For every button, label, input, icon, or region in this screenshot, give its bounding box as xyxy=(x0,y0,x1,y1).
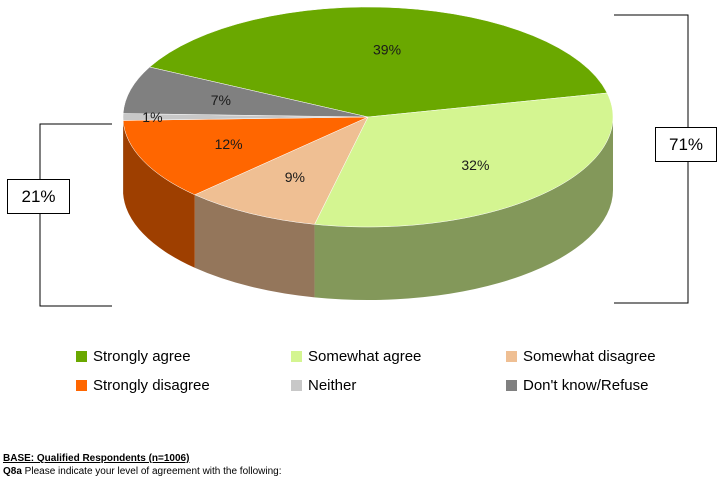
legend-item-dont-know: Don't know/Refuse xyxy=(506,375,696,396)
slice-dont-know xyxy=(122,66,369,118)
slice-label-somewhat-agree: 32% xyxy=(461,157,489,173)
question-text: Please indicate your level of agreement … xyxy=(21,466,282,477)
slice-label-somewhat-disagree: 9% xyxy=(285,169,305,185)
legend-item-somewhat-disagree: Somewhat disagree xyxy=(506,346,696,367)
legend-swatch xyxy=(291,351,302,362)
slice-label-strongly-disagree: 12% xyxy=(215,136,243,152)
legend-label: Neither xyxy=(308,377,357,394)
question-code: Q8a xyxy=(3,466,22,477)
legend-label: Strongly agree xyxy=(93,348,191,365)
legend-swatch xyxy=(76,351,87,362)
agree-total-label: 71% xyxy=(655,127,717,162)
disagree-bracket xyxy=(39,123,112,307)
legend-label: Somewhat agree xyxy=(308,348,422,365)
slice-side-somewhat-agree xyxy=(314,117,613,300)
legend-item-strongly-disagree: Strongly disagree xyxy=(76,375,291,396)
legend-swatch xyxy=(506,351,517,362)
pie-top xyxy=(122,6,614,228)
pie-chart: 39% 32% 9% 12% 1% 7% xyxy=(39,6,689,307)
legend-label: Don't know/Refuse xyxy=(523,377,649,394)
legend-swatch xyxy=(76,380,87,391)
base-note: BASE: Qualified Respondents (n=1006) xyxy=(3,453,190,464)
legend-item-somewhat-agree: Somewhat agree xyxy=(291,346,506,367)
slice-somewhat-agree xyxy=(314,92,614,228)
legend-label: Somewhat disagree xyxy=(523,348,656,365)
question-note: Q8a Please indicate your level of agreem… xyxy=(3,465,282,478)
slice-label-strongly-agree: 39% xyxy=(373,41,401,57)
slice-side-somewhat-disagree xyxy=(194,194,315,298)
slice-label-dont-know: 7% xyxy=(211,92,231,108)
slice-label-neither: 1% xyxy=(142,109,162,125)
legend-swatch xyxy=(506,380,517,391)
disagree-total-label: 21% xyxy=(7,179,70,214)
legend-swatch xyxy=(291,380,302,391)
slice-strongly-agree xyxy=(149,6,608,118)
chart-legend: Strongly agree Somewhat agree Somewhat d… xyxy=(76,346,696,396)
pie-depth xyxy=(123,117,613,300)
legend-item-neither: Neither xyxy=(291,375,506,396)
slice-side-strongly-disagree xyxy=(123,120,195,268)
slice-strongly-disagree xyxy=(122,116,369,196)
pie-labels: 39% 32% 9% 12% 1% 7% xyxy=(142,41,489,184)
legend-label: Strongly disagree xyxy=(93,377,210,394)
slice-somewhat-disagree xyxy=(194,116,369,225)
legend-item-strongly-agree: Strongly agree xyxy=(76,346,291,367)
